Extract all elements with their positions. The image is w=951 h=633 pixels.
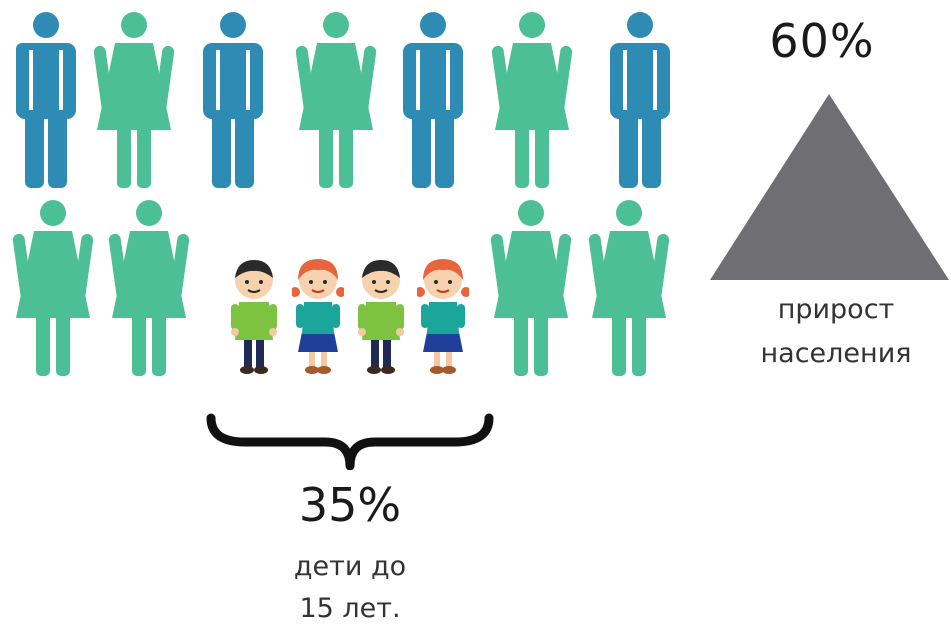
curly-brace-icon: [205, 412, 495, 474]
man-icon: [397, 10, 469, 188]
woman-icon: [106, 198, 192, 376]
boy-icon: [356, 258, 406, 380]
girl-icon: [290, 256, 346, 380]
children-label: дети до 15 лет.: [240, 546, 460, 630]
woman-icon: [489, 10, 575, 188]
woman-icon: [10, 198, 96, 376]
children-label-line1: дети до: [293, 551, 407, 582]
man-icon: [604, 10, 676, 188]
growth-label-line2: населения: [760, 338, 912, 369]
man-icon: [10, 10, 82, 188]
woman-icon: [91, 10, 177, 188]
triangle-icon: [708, 92, 951, 286]
children-label-line2: 15 лет.: [299, 593, 401, 624]
boy-icon: [229, 258, 279, 380]
growth-label-line1: прирост: [777, 294, 895, 325]
children-percent: 35%: [298, 478, 402, 532]
man-icon: [197, 10, 269, 188]
woman-icon: [488, 198, 574, 376]
woman-icon: [586, 198, 672, 376]
woman-icon: [293, 10, 379, 188]
growth-percent: 60%: [769, 14, 875, 68]
girl-icon: [415, 256, 471, 380]
growth-label: прирост населения: [722, 288, 950, 376]
